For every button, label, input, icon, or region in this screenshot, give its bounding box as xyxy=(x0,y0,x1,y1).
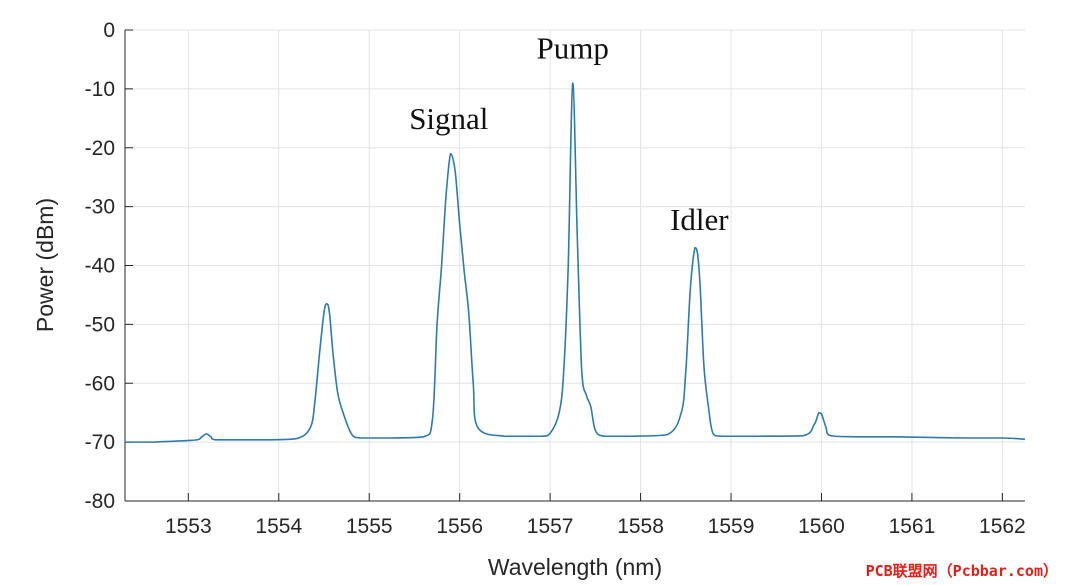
y-axis-label: Power (dBm) xyxy=(32,198,58,332)
spectrum-line xyxy=(125,82,1026,443)
y-tick-label: -50 xyxy=(85,313,115,336)
peak-annotation: Pump xyxy=(537,30,609,65)
x-tick-label: 1557 xyxy=(527,515,574,538)
y-tick-label: 0 xyxy=(103,19,115,42)
x-tick-label: 1556 xyxy=(436,515,483,538)
axes: 1553 1554 1555 1556 1557 1558 1559 1560 1561 1562… xyxy=(85,19,1026,538)
y-tick-label: -10 xyxy=(85,78,115,101)
x-tick-label: 1558 xyxy=(617,515,664,538)
peak-annotation: Signal xyxy=(409,101,488,136)
x-tick-label: 1555 xyxy=(346,515,393,538)
x-tick-label: 1560 xyxy=(798,515,845,538)
x-axis-label: Wavelength (nm) xyxy=(488,554,662,580)
x-tick-label: 1553 xyxy=(165,515,212,538)
y-tick-label: -60 xyxy=(85,372,115,395)
y-tick-label: -40 xyxy=(85,255,115,278)
y-tick-label: -30 xyxy=(85,196,115,219)
annotations-layer: Signal Pump Idler xyxy=(409,30,729,237)
x-tick-label: 1562 xyxy=(979,515,1026,538)
watermark-text: PCB联盟网（Pcbbar.com） xyxy=(865,562,1058,580)
series-layer xyxy=(125,82,1026,443)
y-tick-label: -80 xyxy=(85,490,115,513)
x-tick-label: 1554 xyxy=(255,515,302,538)
y-tick-label: -70 xyxy=(85,431,115,454)
x-tick-label: 1561 xyxy=(889,515,936,538)
x-tick-label: 1559 xyxy=(708,515,755,538)
y-tick-label: -20 xyxy=(85,137,115,160)
peak-annotation: Idler xyxy=(670,202,729,237)
